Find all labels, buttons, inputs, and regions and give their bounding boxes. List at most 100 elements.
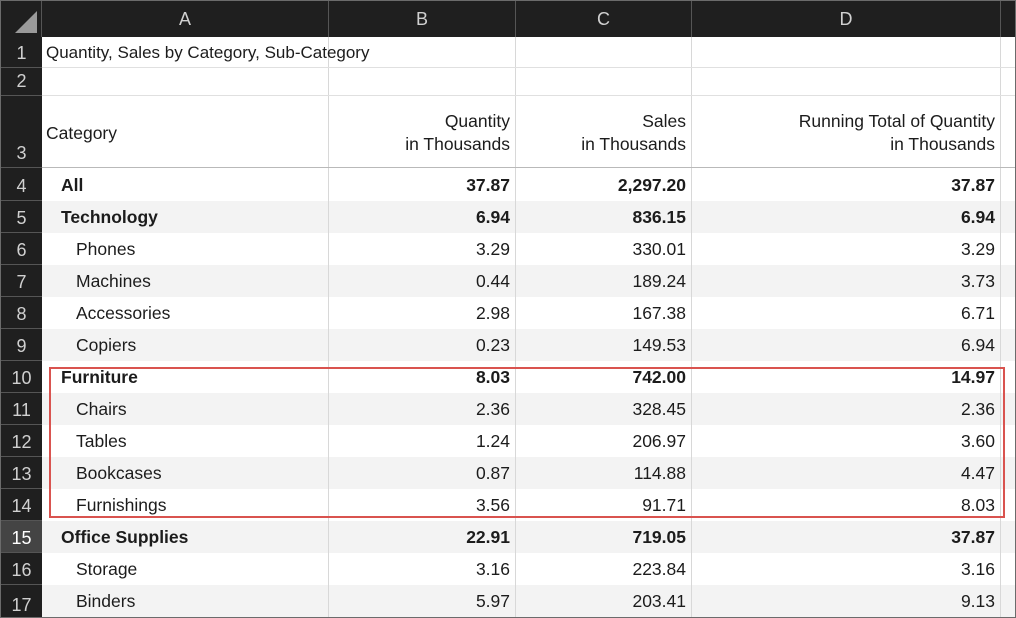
sales-cell[interactable]: 223.84 bbox=[632, 559, 686, 579]
running-total-cell[interactable]: 37.87 bbox=[951, 527, 995, 547]
category-cell[interactable]: Storage bbox=[76, 559, 138, 579]
category-cell[interactable]: All bbox=[61, 175, 84, 195]
quantity-cell[interactable]: 5.97 bbox=[475, 591, 510, 611]
row-header[interactable]: 8 bbox=[1, 297, 42, 329]
category-cell[interactable]: Phones bbox=[76, 239, 136, 259]
header-quantity-line2[interactable]: in Thousands bbox=[405, 134, 510, 154]
sales-cell[interactable]: 330.01 bbox=[632, 239, 686, 259]
running-total-cell[interactable]: 3.73 bbox=[960, 271, 995, 291]
row-header[interactable]: 10 bbox=[1, 361, 42, 393]
category-cell[interactable]: Bookcases bbox=[76, 463, 162, 483]
row-header[interactable]: 14 bbox=[1, 489, 42, 521]
quantity-cell[interactable]: 22.91 bbox=[466, 527, 510, 547]
category-cell[interactable]: Machines bbox=[76, 271, 151, 291]
running-total-cell[interactable]: 37.87 bbox=[951, 175, 995, 195]
column-divider bbox=[1000, 37, 1001, 617]
column-header-e[interactable] bbox=[1001, 1, 1015, 37]
sales-cell[interactable]: 114.88 bbox=[633, 463, 686, 483]
row-band bbox=[42, 265, 1015, 297]
furniture-highlight-box bbox=[49, 367, 1005, 518]
header-running-line1[interactable]: Running Total of Quantity bbox=[798, 111, 995, 131]
column-header-c[interactable]: C bbox=[516, 1, 692, 37]
row-header-selected[interactable]: 15 bbox=[1, 521, 42, 553]
column-header-a[interactable]: A bbox=[42, 1, 329, 37]
running-total-cell[interactable]: 8.03 bbox=[960, 495, 995, 515]
header-sales-line1[interactable]: Sales bbox=[642, 111, 686, 131]
sales-cell[interactable]: 742.00 bbox=[632, 367, 686, 387]
row-header[interactable]: 12 bbox=[1, 425, 42, 457]
running-total-cell[interactable]: 2.36 bbox=[960, 399, 995, 419]
quantity-cell[interactable]: 2.98 bbox=[475, 303, 510, 323]
category-cell[interactable]: Binders bbox=[76, 591, 136, 611]
running-total-cell[interactable]: 4.47 bbox=[960, 463, 995, 483]
row-header[interactable]: 5 bbox=[1, 201, 42, 233]
row-band bbox=[42, 201, 1015, 233]
column-divider bbox=[691, 37, 692, 617]
sales-cell[interactable]: 328.45 bbox=[632, 399, 686, 419]
running-total-cell[interactable]: 6.94 bbox=[960, 207, 995, 227]
row-header[interactable]: 6 bbox=[1, 233, 42, 265]
header-quantity-line1[interactable]: Quantity bbox=[444, 111, 510, 131]
running-total-cell[interactable]: 3.60 bbox=[960, 431, 995, 451]
row-header[interactable]: 3 bbox=[1, 96, 42, 168]
category-cell[interactable]: Accessories bbox=[76, 303, 171, 323]
row-header[interactable]: 11 bbox=[1, 393, 42, 425]
running-total-cell[interactable]: 3.29 bbox=[960, 239, 995, 259]
header-sales-line2[interactable]: in Thousands bbox=[581, 134, 686, 154]
quantity-cell[interactable]: 8.03 bbox=[475, 367, 510, 387]
column-header-b[interactable]: B bbox=[329, 1, 516, 37]
row-divider bbox=[42, 95, 1015, 96]
quantity-cell[interactable]: 0.44 bbox=[475, 271, 510, 291]
quantity-cell[interactable]: 6.94 bbox=[475, 207, 510, 227]
row-header[interactable]: 13 bbox=[1, 457, 42, 489]
quantity-cell[interactable]: 3.56 bbox=[475, 495, 510, 515]
category-cell[interactable]: Tables bbox=[76, 431, 127, 451]
column-divider bbox=[515, 37, 516, 617]
row-header[interactable]: 1 bbox=[1, 37, 42, 68]
row-band bbox=[42, 393, 1015, 425]
sales-cell[interactable]: 91.71 bbox=[642, 495, 686, 515]
quantity-cell[interactable]: 3.16 bbox=[475, 559, 510, 579]
category-cell[interactable]: Copiers bbox=[76, 335, 137, 355]
category-cell[interactable]: Furnishings bbox=[76, 495, 167, 515]
quantity-cell[interactable]: 37.87 bbox=[466, 175, 510, 195]
row-header[interactable]: 16 bbox=[1, 553, 42, 585]
running-total-cell[interactable]: 14.97 bbox=[951, 367, 995, 387]
header-divider bbox=[42, 167, 1015, 168]
row-header[interactable]: 7 bbox=[1, 265, 42, 297]
sales-cell[interactable]: 719.05 bbox=[632, 527, 686, 547]
category-cell[interactable]: Office Supplies bbox=[61, 527, 189, 547]
header-running-line2[interactable]: in Thousands bbox=[890, 134, 995, 154]
category-cell[interactable]: Technology bbox=[61, 207, 158, 227]
sales-cell[interactable]: 189.24 bbox=[632, 271, 686, 291]
row-band bbox=[42, 457, 1015, 489]
category-cell[interactable]: Chairs bbox=[76, 399, 127, 419]
quantity-cell[interactable]: 3.29 bbox=[475, 239, 510, 259]
row-header[interactable]: 4 bbox=[1, 168, 42, 201]
sales-cell[interactable]: 167.38 bbox=[632, 303, 686, 323]
sales-cell[interactable]: 203.41 bbox=[632, 591, 686, 611]
row-header[interactable]: 9 bbox=[1, 329, 42, 361]
sheet-title-cell[interactable]: Quantity, Sales by Category, Sub-Categor… bbox=[46, 43, 370, 62]
sales-cell[interactable]: 206.97 bbox=[632, 431, 686, 451]
sales-cell[interactable]: 2,297.20 bbox=[617, 175, 686, 195]
select-all-corner[interactable] bbox=[1, 1, 42, 37]
header-category[interactable]: Category bbox=[46, 123, 118, 143]
column-header-d[interactable]: D bbox=[692, 1, 1001, 37]
quantity-cell[interactable]: 0.87 bbox=[475, 463, 510, 483]
row-divider bbox=[42, 67, 1015, 68]
sales-cell[interactable]: 149.53 bbox=[632, 335, 686, 355]
running-total-cell[interactable]: 9.13 bbox=[960, 591, 995, 611]
quantity-cell[interactable]: 2.36 bbox=[475, 399, 510, 419]
running-total-cell[interactable]: 3.16 bbox=[960, 559, 995, 579]
category-cell[interactable]: Furniture bbox=[61, 367, 138, 387]
column-divider bbox=[328, 67, 329, 617]
row-header[interactable]: 17 bbox=[1, 585, 42, 617]
row-band bbox=[42, 585, 1015, 617]
running-total-cell[interactable]: 6.94 bbox=[960, 335, 995, 355]
quantity-cell[interactable]: 0.23 bbox=[475, 335, 510, 355]
row-header[interactable]: 2 bbox=[1, 68, 42, 96]
running-total-cell[interactable]: 6.71 bbox=[960, 303, 995, 323]
quantity-cell[interactable]: 1.24 bbox=[475, 431, 510, 451]
sales-cell[interactable]: 836.15 bbox=[632, 207, 686, 227]
